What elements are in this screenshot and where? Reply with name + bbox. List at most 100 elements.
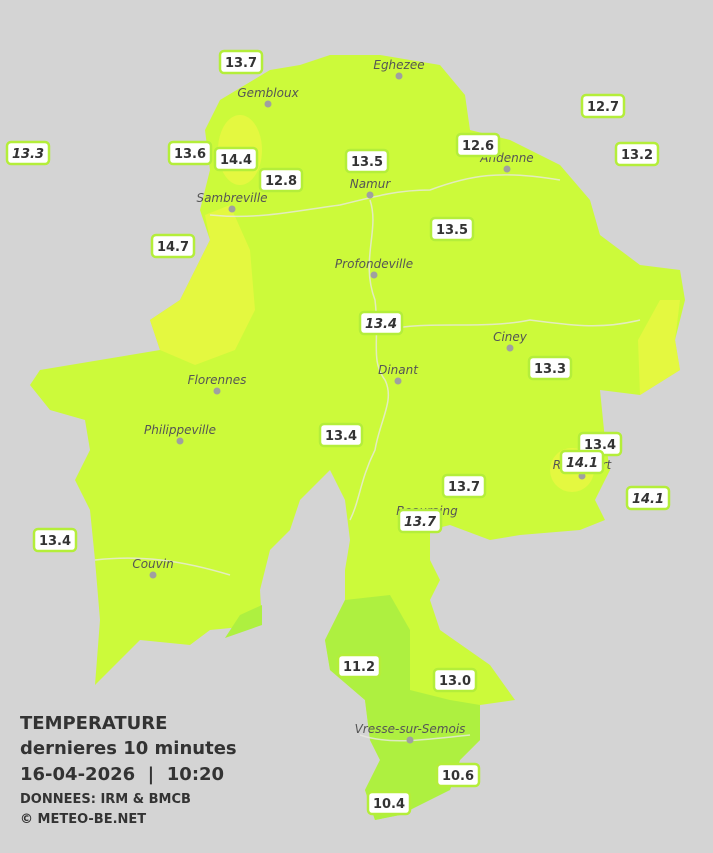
legend-credit: © METEO-BE.NET xyxy=(20,812,146,827)
city-name: Ciney xyxy=(493,330,528,344)
city-name: Sambreville xyxy=(196,191,267,205)
city-name: Vresse-sur-Semois xyxy=(355,722,466,736)
station-value: 14.4 xyxy=(220,153,252,168)
station-value: 13.7 xyxy=(404,515,437,530)
city-dot xyxy=(395,72,403,80)
legend-source: DONNEES: IRM & BMCB xyxy=(20,792,191,807)
station-box xyxy=(366,790,412,816)
station-box xyxy=(318,422,364,448)
station: 13.0 xyxy=(432,667,478,693)
station-box xyxy=(625,485,671,511)
city-name: Gembloux xyxy=(237,86,299,100)
station-box xyxy=(218,49,264,75)
station-value: 13.7 xyxy=(448,480,480,495)
station-value: 14.7 xyxy=(157,240,189,255)
cool-zone xyxy=(225,605,262,638)
river xyxy=(349,199,390,521)
station: 13.5 xyxy=(429,216,475,242)
station-value: 14.1 xyxy=(566,456,598,471)
station: 13.7 xyxy=(397,508,443,534)
station: 14.1 xyxy=(625,485,671,511)
city-dot xyxy=(394,377,402,385)
city-name: Eghezee xyxy=(373,58,424,72)
station-value: 12.7 xyxy=(587,100,619,115)
city-dot xyxy=(149,571,157,579)
station: 10.6 xyxy=(435,762,481,788)
river xyxy=(94,557,231,576)
station-value: 13.0 xyxy=(439,674,471,689)
legend-title: TEMPERATURE xyxy=(20,713,167,734)
station-value: 14.1 xyxy=(632,492,664,507)
city-name: Florennes xyxy=(188,373,247,387)
station-box xyxy=(32,527,78,553)
warm-zone xyxy=(150,205,255,365)
station: 13.4 xyxy=(318,422,364,448)
stations: 13.7 12.7 13.3 13.6 14.4 12.6 13.5 13.2 12.8 13.5… xyxy=(5,49,671,816)
legend-subtitle: dernieres 10 minutes xyxy=(20,738,237,759)
city-dot xyxy=(506,344,514,352)
station-value: 13.4 xyxy=(325,429,357,444)
city-dot xyxy=(366,191,374,199)
station: 13.2 xyxy=(614,141,660,167)
station-value: 12.8 xyxy=(265,174,297,189)
station-box xyxy=(429,216,475,242)
station: 13.7 xyxy=(218,49,264,75)
station-box xyxy=(344,148,390,174)
city-dot xyxy=(264,100,272,108)
station: 13.4 xyxy=(358,310,404,336)
station: 13.5 xyxy=(344,148,390,174)
station: 13.4 xyxy=(32,527,78,553)
station-value: 13.5 xyxy=(436,223,468,238)
city-name: Profondeville xyxy=(335,257,413,271)
station-value: 13.7 xyxy=(225,56,257,71)
station-value: 10.4 xyxy=(373,797,405,812)
station-value: 12.6 xyxy=(462,139,494,154)
station-box xyxy=(435,762,481,788)
city-dot xyxy=(503,165,511,173)
station-box xyxy=(441,473,487,499)
city-name: Philippeville xyxy=(144,423,216,437)
river xyxy=(209,174,561,218)
station: 12.8 xyxy=(258,167,304,193)
station-box xyxy=(258,167,304,193)
station-value: 13.6 xyxy=(174,147,206,162)
station-box xyxy=(455,132,501,158)
station: 13.7 xyxy=(441,473,487,499)
rivers xyxy=(94,174,641,742)
station-box xyxy=(559,449,605,475)
station: 14.7 xyxy=(150,233,196,259)
station: 12.6 xyxy=(455,132,501,158)
city-dot xyxy=(176,437,184,445)
warm-zone xyxy=(638,300,680,395)
station-box xyxy=(150,233,196,259)
station-value: 13.4 xyxy=(584,438,616,453)
station-box xyxy=(397,508,443,534)
station-value: 13.2 xyxy=(621,148,653,163)
city-dot xyxy=(213,387,221,395)
city-dot xyxy=(406,736,414,744)
station-box xyxy=(167,140,213,166)
station-box xyxy=(5,140,51,166)
river xyxy=(384,319,641,331)
station-box xyxy=(432,667,478,693)
station-value: 10.6 xyxy=(442,769,474,784)
station-value: 13.4 xyxy=(365,317,397,332)
city-name: Couvin xyxy=(132,557,173,571)
station: 12.7 xyxy=(580,93,626,119)
city-dot xyxy=(370,271,378,279)
city-dot xyxy=(228,205,236,213)
station: 13.6 xyxy=(167,140,213,166)
station-box xyxy=(580,93,626,119)
station-box xyxy=(213,146,259,172)
station-box xyxy=(358,310,404,336)
station-value: 13.5 xyxy=(351,155,383,170)
station: 14.4 xyxy=(213,146,259,172)
city-name: Dinant xyxy=(378,363,419,377)
station: 13.3 xyxy=(5,140,51,166)
station-value: 13.4 xyxy=(39,534,71,549)
legend-datetime: 16-04-2026 | 10:20 xyxy=(20,764,224,785)
station: 14.1 xyxy=(559,449,605,475)
station-value: 13.3 xyxy=(534,362,566,377)
station: 11.2 xyxy=(336,653,382,679)
